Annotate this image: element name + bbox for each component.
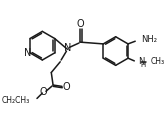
Text: N: N — [138, 57, 144, 66]
Text: NH₂: NH₂ — [141, 35, 158, 44]
Text: N: N — [24, 48, 32, 58]
Text: H: H — [141, 62, 146, 68]
Text: CH₂CH₃: CH₂CH₃ — [1, 96, 30, 105]
Text: N: N — [64, 43, 71, 53]
Text: O: O — [76, 19, 84, 29]
Text: CH₃: CH₃ — [150, 57, 165, 66]
Text: O: O — [63, 82, 70, 92]
Text: O: O — [39, 87, 47, 97]
